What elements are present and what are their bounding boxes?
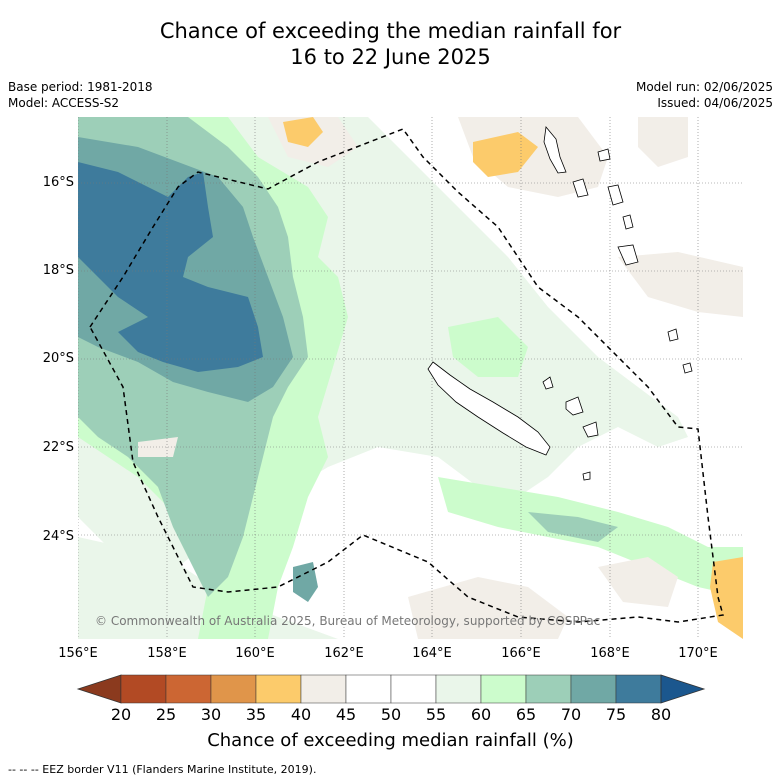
colorbar-bin-45-50 [345,674,392,704]
eez-border [89,128,724,623]
zone-35-40-nw [283,117,323,147]
colorbar-bin-75-80 [615,674,662,704]
colorbar-tick-25: 25 [155,705,177,724]
colorbar-tick-40: 40 [290,705,312,724]
map-panel [78,117,743,639]
lat-tick-16s: 16°S [42,175,74,190]
colorbar-tick-75: 75 [605,705,627,724]
lat-tick-18s: 18°S [42,263,74,278]
colorbar-bin-60-65 [480,674,527,704]
zone-35-40-ne [473,132,538,177]
zone-70-75-south [293,562,318,602]
lon-tick-158e: 158°E [147,646,187,661]
colorbar-tick-65: 65 [515,705,537,724]
colorbar [76,674,706,704]
colorbar-tick-30: 30 [200,705,222,724]
colorbar-bin-70-75 [570,674,617,704]
zone-40-45-s [408,577,568,639]
lon-tick-166e: 166°E [501,646,541,661]
graticule [78,117,743,639]
colorbar-bin-30-35 [210,674,257,704]
colorbar-tick-50: 50 [380,705,402,724]
colorbar-bin-20-25 [120,674,167,704]
lon-tick-170e: 170°E [678,646,718,661]
zone-40-45-w [138,437,178,457]
lon-tick-156e: 156°E [58,646,98,661]
colorbar-high-arrow [660,674,706,704]
colorbar-tick-70: 70 [560,705,582,724]
map-title-line2: 16 to 22 June 2025 [290,45,491,69]
colorbar-low-arrow [76,674,122,704]
zone-65-70-east [528,512,618,542]
loyalty-islands [542,376,599,438]
meta-left: Base period: 1981-2018 Model: ACCESS-S2 [8,79,153,111]
colorbar-tick-55: 55 [425,705,447,724]
issued-date: Issued: 04/06/2025 [657,96,773,110]
lat-tick-24s: 24°S [42,529,74,544]
colorbar-tick-35: 35 [245,705,267,724]
colorbar-tick-20: 20 [110,705,132,724]
base-period: Base period: 1981-2018 [8,80,153,94]
lat-tick-22s: 22°S [42,440,74,455]
colorbar-tick-45: 45 [335,705,357,724]
map-title: Chance of exceeding the median rainfall … [0,18,781,70]
map-title-line1: Chance of exceeding the median rainfall … [159,19,622,43]
lon-tick-168e: 168°E [590,646,630,661]
model-run: Model run: 02/06/2025 [635,80,773,94]
model-name: Model: ACCESS-S2 [8,96,120,110]
colorbar-label: Chance of exceeding median rainfall (%) [207,730,574,751]
lat-tick-20s: 20°S [42,351,74,366]
colorbar-tick-80: 80 [650,705,672,724]
zone-40-45-se [598,557,678,607]
colorbar-tick-60: 60 [470,705,492,724]
zone-75-80 [78,162,263,372]
new-caledonia-island [427,361,551,456]
vanuatu-islands [543,126,693,374]
eez-footnote: -- -- -- EEZ border V11 (Flanders Marine… [8,763,317,776]
colorbar-bin-55-60 [435,674,482,704]
rainfall-map [78,117,743,639]
zone-60-65-east [448,317,528,377]
zone-40-45-ne2 [638,117,688,167]
colorbar-bin-50-55 [390,674,437,704]
zone-40-45-e [618,252,743,317]
colorbar-bin-25-30 [165,674,212,704]
lon-tick-162e: 162°E [324,646,364,661]
lon-tick-164e: 164°E [412,646,452,661]
zone-35-40-se [710,557,743,639]
copyright-note: © Commonwealth of Australia 2025, Bureau… [95,614,601,628]
lon-tick-160e: 160°E [235,646,275,661]
colorbar-bin-40-45 [300,674,347,704]
colorbar-bin-35-40 [255,674,302,704]
colorbar-bin-65-70 [525,674,572,704]
meta-right: Model run: 02/06/2025 Issued: 04/06/2025 [636,79,773,111]
isle-of-pines [582,471,591,481]
